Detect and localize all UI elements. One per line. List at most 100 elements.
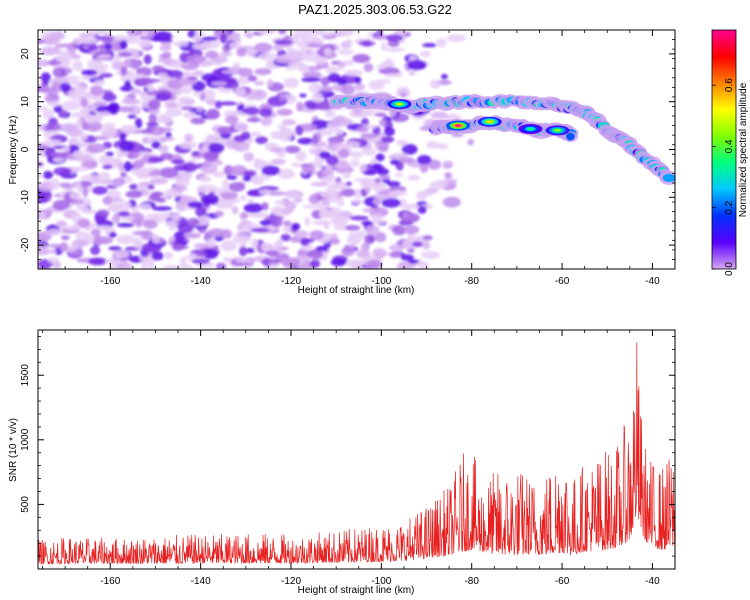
noise-blob bbox=[146, 121, 159, 127]
spectrogram-x-label: Height of straight line (km) bbox=[298, 285, 415, 296]
noise-blob bbox=[151, 169, 162, 174]
noise-blob bbox=[228, 182, 246, 192]
noise-blob bbox=[102, 164, 113, 170]
noise-blob bbox=[251, 176, 264, 186]
noise-blob bbox=[381, 42, 388, 51]
noise-blob bbox=[69, 191, 82, 200]
noise-blob bbox=[426, 140, 440, 149]
noise-blob bbox=[39, 212, 47, 218]
noise-blob bbox=[302, 164, 315, 174]
noise-blob bbox=[323, 220, 330, 230]
noise-blob bbox=[266, 191, 286, 196]
noise-blob bbox=[127, 93, 136, 100]
noise-blob bbox=[293, 196, 303, 203]
noise-blob bbox=[118, 141, 135, 152]
noise-blob bbox=[284, 200, 297, 212]
noise-blob bbox=[408, 71, 416, 76]
noise-blob bbox=[390, 159, 400, 166]
noise-blob bbox=[444, 172, 453, 179]
noise-blob bbox=[392, 225, 407, 236]
noise-blob bbox=[372, 247, 387, 259]
noise-blob bbox=[246, 117, 262, 123]
noise-blob bbox=[233, 135, 247, 143]
noise-blob bbox=[407, 174, 420, 181]
noise-blob bbox=[100, 126, 118, 138]
noise-blob bbox=[206, 237, 216, 249]
noise-blob bbox=[341, 84, 355, 96]
noise-blob bbox=[54, 43, 61, 54]
noise-blob bbox=[323, 47, 332, 56]
noise-blob bbox=[222, 179, 230, 188]
noise-blob bbox=[287, 193, 300, 199]
noise-blob bbox=[327, 72, 341, 83]
y-tick-label: 0 bbox=[20, 146, 31, 152]
noise-blob bbox=[332, 116, 346, 122]
x-tick-label: -160 bbox=[100, 576, 120, 587]
noise-blob bbox=[309, 259, 321, 268]
colorbar-gradient bbox=[712, 30, 736, 269]
colorbar-tick-label: 0.6 bbox=[724, 78, 735, 92]
noise-blob bbox=[126, 35, 140, 45]
noise-blob bbox=[383, 127, 395, 137]
noise-blob bbox=[196, 106, 204, 112]
noise-blob bbox=[266, 258, 284, 264]
noise-blob bbox=[78, 32, 96, 38]
noise-blob bbox=[304, 216, 311, 226]
noise-blob bbox=[316, 31, 335, 36]
noise-blob bbox=[135, 221, 143, 228]
noise-blob bbox=[398, 156, 415, 164]
noise-blob bbox=[345, 259, 364, 268]
noise-blob bbox=[157, 72, 169, 78]
noise-blob bbox=[391, 152, 409, 158]
noise-blob bbox=[55, 220, 68, 228]
noise-blob bbox=[230, 165, 248, 176]
noise-blob bbox=[340, 188, 356, 197]
noise-blob bbox=[342, 171, 352, 179]
noise-blob bbox=[60, 235, 70, 240]
noise-blob bbox=[42, 109, 54, 120]
noise-blob bbox=[281, 119, 297, 126]
noise-blob bbox=[205, 134, 215, 144]
noise-blob bbox=[244, 106, 260, 115]
noise-blob bbox=[48, 101, 60, 107]
noise-blob bbox=[155, 92, 172, 102]
noise-blob bbox=[49, 178, 61, 190]
noise-blob bbox=[81, 69, 98, 76]
noise-blob bbox=[187, 217, 200, 226]
noise-blob bbox=[119, 39, 128, 50]
signal-hotspot bbox=[396, 102, 403, 106]
noise-blob bbox=[245, 247, 255, 254]
noise-blob bbox=[344, 140, 361, 148]
noise-blob bbox=[301, 123, 317, 132]
noise-blob bbox=[422, 43, 437, 48]
noise-blob bbox=[95, 225, 113, 231]
noise-blob bbox=[299, 93, 307, 98]
noise-blob bbox=[191, 258, 211, 265]
noise-blob bbox=[41, 195, 48, 204]
noise-blob bbox=[110, 34, 130, 42]
noise-blob bbox=[374, 112, 387, 117]
noise-blob bbox=[72, 60, 83, 71]
colorbar-tick-label: 0.2 bbox=[724, 200, 735, 214]
noise-blob bbox=[320, 76, 330, 86]
snr-frame bbox=[37, 329, 676, 570]
noise-blob bbox=[47, 257, 60, 264]
noise-blob bbox=[345, 181, 353, 187]
noise-blob bbox=[243, 151, 255, 162]
noise-blob bbox=[330, 258, 347, 267]
noise-blob bbox=[140, 203, 152, 211]
noise-blob bbox=[40, 72, 51, 83]
noise-blob bbox=[224, 115, 239, 124]
noise-blob bbox=[60, 109, 68, 117]
y-tick-label: 1000 bbox=[20, 428, 31, 451]
noise-blob bbox=[68, 90, 78, 97]
noise-blob bbox=[89, 30, 109, 36]
colorbar: 0.0 0.2 0.4 0.6 Normalized spectral amplitu… bbox=[711, 29, 749, 276]
noise-blob bbox=[309, 230, 325, 241]
noise-blob bbox=[381, 198, 401, 208]
noise-blob bbox=[77, 142, 86, 149]
colorbar-tick-label: 0.0 bbox=[724, 262, 735, 276]
noise-blob bbox=[377, 144, 389, 153]
noise-blob bbox=[116, 106, 134, 113]
noise-blob bbox=[208, 142, 225, 153]
